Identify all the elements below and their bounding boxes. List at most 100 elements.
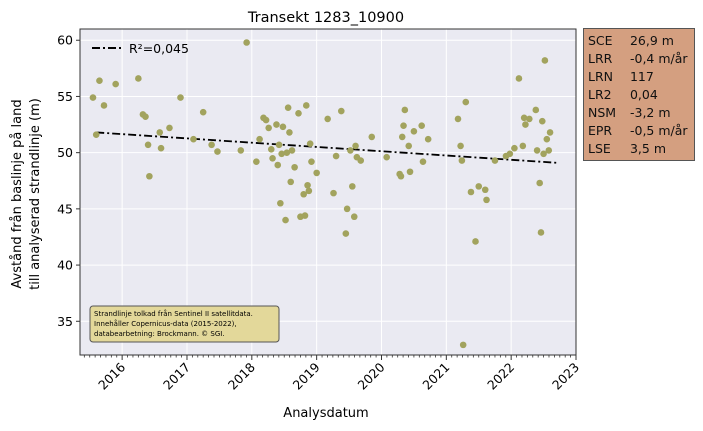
data-point [462,98,470,106]
stat-row-epr: EPR -0,5 m/år [588,122,690,140]
stat-row-sce: SCE 26,9 m [588,32,690,50]
data-point [146,172,153,180]
data-point [347,147,354,154]
y-tick-label: 40 [57,258,73,273]
data-point [313,169,320,177]
chart-title: Transekt 1283_10900 [247,10,404,26]
data-point [520,114,528,122]
y-tick-label: 60 [57,33,73,48]
x-tick-label: 2020 [355,359,388,392]
data-point [405,142,413,150]
data-point [332,152,340,160]
stat-row-lr2: LR2 0,04 [588,86,690,104]
data-point [343,205,351,213]
data-point [291,163,298,171]
plot-frame [79,28,577,356]
data-point [302,102,310,109]
data-point [357,157,365,164]
data-point [166,124,173,132]
data-point [282,216,289,224]
x-tick-label: 2021 [419,360,452,393]
data-point [256,135,263,143]
data-point [92,131,100,138]
data-point [454,115,462,123]
data-point [526,115,533,123]
data-point [398,133,406,141]
data-point [96,77,103,85]
data-point [545,147,553,154]
stat-key: LSE [588,141,611,156]
data-point [457,142,464,150]
stat-key: LRN [588,69,613,84]
y-tick-label: 55 [57,89,73,104]
data-point [337,107,345,115]
y-tick-label: 35 [57,314,73,329]
annotation-line: databearbetning: Brockmann. © SGI. [94,330,225,338]
data-point [301,212,309,219]
stat-key: EPR [588,123,613,138]
data-point [190,135,197,143]
data-point [406,168,414,176]
x-tick-label: 2023 [549,360,582,393]
data-point [541,57,549,64]
data-point [418,122,425,129]
data-point [546,129,554,136]
annotation-box: Strandlinje tolkad från Sentinel II sate… [89,305,280,343]
data-point [278,150,285,158]
stat-value: -0,5 m/år [629,123,688,138]
data-point [144,141,152,149]
data-point [383,153,390,161]
x-tick-label: 2022 [484,360,517,393]
data-point [467,188,475,196]
data-point [177,94,184,101]
data-point [401,106,409,114]
data-point [537,229,545,236]
annotation-line: Innehåller Copernicus-data (2015-2022), [94,319,237,328]
data-point [274,161,282,169]
data-point [286,129,293,136]
data-point [400,122,407,129]
data-point [214,148,221,155]
x-tick-label: 2019 [290,359,323,392]
data-point [397,172,405,180]
data-point [506,150,514,158]
data-point [330,189,337,197]
data-point [532,106,540,114]
trend-layer [96,131,557,164]
data-point [533,147,541,154]
data-point [324,115,331,123]
data-point [543,135,551,143]
data-point [540,150,547,158]
stat-value: 26,9 m [629,33,674,48]
data-point [288,147,296,154]
data-point [538,117,546,125]
data-point [112,80,119,88]
data-point [475,183,483,190]
data-point [279,123,287,131]
plot-area [79,28,577,356]
y-tick-label: 50 [57,145,73,160]
annotation-box-bg [89,305,280,343]
data-point [156,129,164,136]
data-point [481,186,489,194]
data-point [305,187,313,195]
y-axis-label-line2: till analyserad strandlinje (m) [28,98,43,290]
data-point [522,121,529,128]
data-point [273,121,280,128]
data-point [342,230,350,237]
x-tick-label: 2016 [95,359,128,392]
data-point [424,135,432,143]
annotation-line: Strandlinje tolkad från Sentinel II sate… [94,309,253,318]
stat-row-lrn: LRN 117 [588,68,690,86]
stat-row-nsm: NSM -3,2 m [588,104,690,122]
data-point [368,133,376,141]
data-point [89,94,97,101]
data-points [89,39,554,349]
data-point [419,158,427,165]
data-point [142,113,149,120]
data-point [458,157,466,164]
data-point [135,75,142,82]
stat-value: -0,4 m/år [629,51,688,66]
data-point [237,147,245,154]
